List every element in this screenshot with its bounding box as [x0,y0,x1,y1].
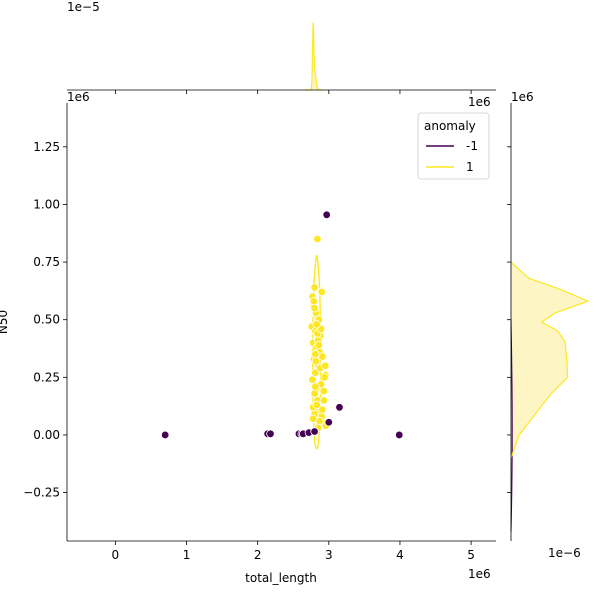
data-point-anomaly-1 [317,287,326,297]
data-point-anomaly-1 [314,340,324,350]
data-point-anomaly-neg1 [322,210,331,220]
y-tick-label: 1.00 [33,197,60,211]
legend-label-neg1: -1 [466,139,478,153]
top-marginal-kde-fill [304,22,322,91]
data-point-anomaly-1 [318,405,327,414]
data-point-anomaly-neg1 [160,430,170,440]
points-anomaly-1 [307,234,331,433]
data-point-anomaly-1 [313,234,322,244]
right-marginal-kde-negative [510,319,513,532]
top-marginal-ticks [114,90,472,94]
x-tick-label: 5 [467,548,475,562]
y-tick-label: 0.00 [33,428,60,442]
x-tick-label: 4 [396,548,404,562]
legend-title: anomaly [424,119,476,133]
x-tick-label: 2 [254,548,262,562]
data-point-anomaly-1 [312,400,321,410]
data-point-anomaly-1 [320,373,329,382]
data-point-anomaly-1 [321,361,330,370]
data-point-anomaly-1 [308,375,317,384]
data-point-anomaly-1 [319,396,329,405]
x-axis-label: total_length [245,571,317,585]
right-marginal-top-label: 1e6 [511,90,534,104]
top-marginal-x-offset-label: 1e6 [468,95,491,109]
data-point-anomaly-1 [309,297,319,306]
y-tick-label: 0.75 [33,255,60,269]
data-point-anomaly-1 [311,382,320,391]
top-marginal-axes: 1e−5 [67,0,496,94]
data-point-anomaly-neg1 [310,427,319,436]
top-marginal-offset-label: 1e−5 [67,0,100,14]
right-marginal-kde-line [510,261,590,459]
data-point-anomaly-1 [308,414,318,424]
data-point-anomaly-neg1 [266,429,275,439]
data-point-anomaly-1 [310,389,319,398]
points-anomaly-neg1 [160,210,404,440]
data-point-anomaly-neg1 [395,430,404,440]
data-point-anomaly-1 [311,350,320,359]
x-axis-ticks: 0 1 2 3 4 5 [112,541,475,562]
x-axis-offset-label: 1e6 [468,567,491,581]
x-tick-label: 3 [325,548,333,562]
right-marginal-ticks [507,146,511,493]
y-axis-offset-label: 1e6 [67,90,90,104]
data-point-anomaly-1 [318,352,327,361]
y-axis-label: N50 [0,310,10,334]
legend: anomaly -1 1 [417,112,490,180]
y-tick-label: 1.25 [33,140,60,154]
data-point-anomaly-1 [310,283,319,292]
data-point-anomaly-neg1 [324,418,334,427]
right-marginal-offset-label: 1e−6 [548,546,581,560]
data-point-anomaly-1 [319,386,329,396]
y-tick-label: 0.50 [33,313,60,327]
y-tick-label: 0.25 [33,370,60,384]
legend-label-1: 1 [466,160,474,174]
y-tick-label: −0.25 [23,486,60,500]
x-tick-label: 1 [183,548,191,562]
x-tick-label: 0 [112,548,120,562]
data-point-anomaly-1 [311,356,321,366]
right-marginal-axes: 1e6 1e−6 [507,90,590,560]
data-point-anomaly-1 [312,320,321,329]
data-point-anomaly-1 [310,303,319,313]
y-axis-ticks: −0.25 0.00 0.25 0.50 0.75 1.00 1.25 [23,140,67,500]
right-marginal-kde-fill [511,262,588,459]
data-point-anomaly-neg1 [335,403,344,412]
main-axes: 0 1 2 3 4 5 −0.25 0.00 0.25 0.50 0.75 1.00 1.25 tot… [0,90,496,585]
